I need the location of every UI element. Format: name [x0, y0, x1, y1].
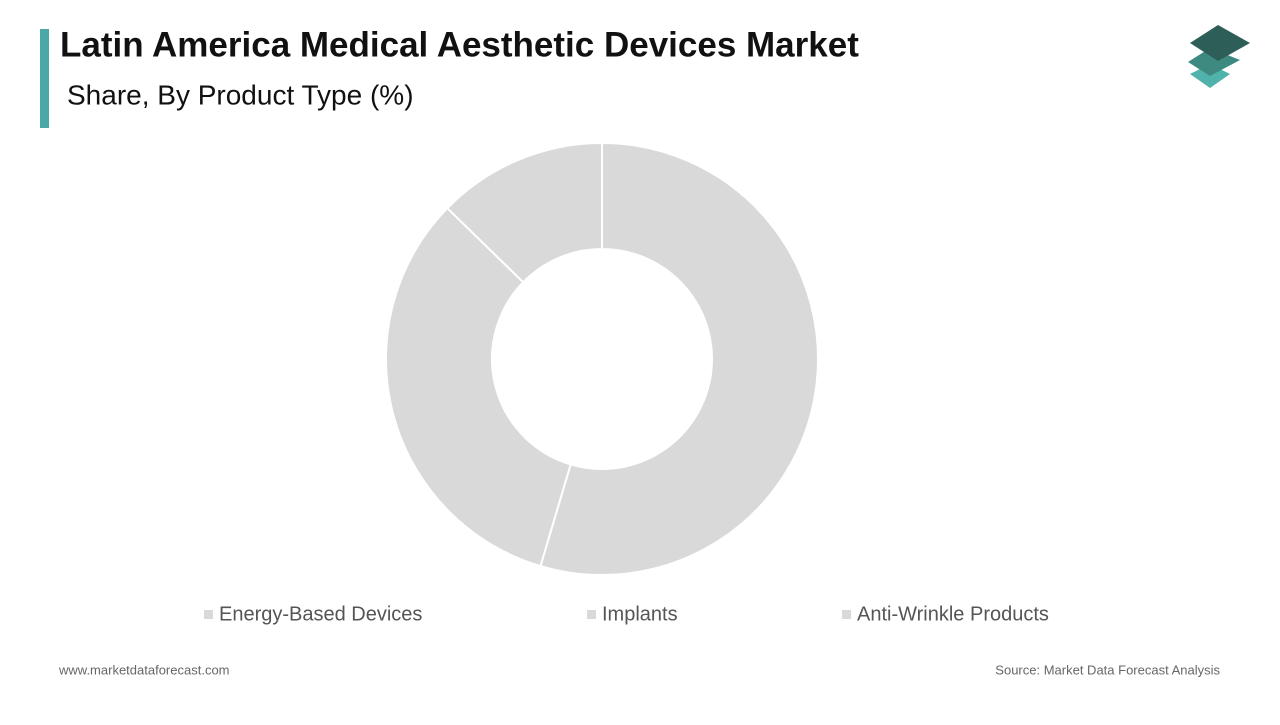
legend-marker	[842, 610, 851, 619]
chart-title: Latin America Medical Aesthetic Devices …	[60, 25, 859, 64]
legend-label: Anti-Wrinkle Products	[857, 603, 1049, 625]
donut-slice	[445, 141, 603, 284]
source: Source: Market Data Forecast Analysis	[995, 662, 1220, 677]
title-accent	[40, 29, 49, 128]
legend-marker	[587, 610, 596, 619]
legend-label: Implants	[602, 603, 678, 625]
donut-slice	[539, 141, 819, 576]
donut-slice	[385, 206, 572, 568]
logo	[1188, 25, 1250, 88]
legend-label: Energy-Based Devices	[219, 603, 422, 625]
legend-marker	[204, 610, 213, 619]
chart-subtitle: Share, By Product Type (%)	[67, 79, 414, 110]
website: www.marketdataforecast.com	[58, 662, 230, 677]
